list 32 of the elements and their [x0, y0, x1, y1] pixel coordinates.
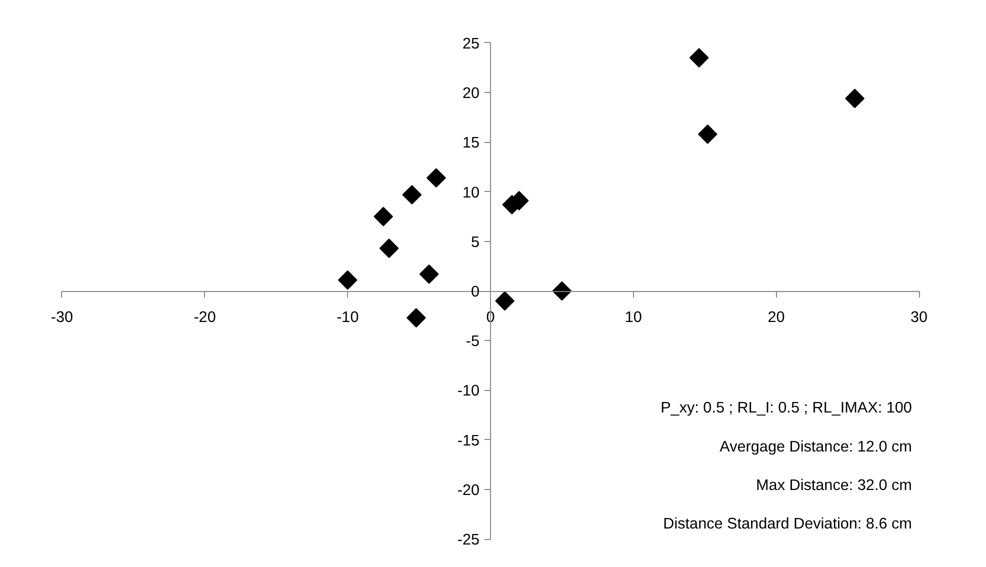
- annotation: Max Distance: 32.0 cm: [756, 477, 912, 494]
- point: [495, 291, 514, 311]
- y-tick-label: -10: [457, 382, 480, 400]
- point: [689, 48, 709, 68]
- annotation: P_xy: 0.5 ; RL_I: 0.5 ; RL_IMAX: 100: [660, 400, 912, 417]
- x-tick-label: -20: [194, 309, 216, 326]
- point: [402, 185, 422, 204]
- point: [845, 88, 864, 108]
- x-tick-label: 20: [768, 309, 785, 326]
- y-tick-label: 10: [462, 184, 480, 202]
- y-tick-label: -25: [457, 532, 480, 549]
- point: [698, 124, 718, 144]
- point: [374, 206, 394, 226]
- x-tick-label: 30: [910, 309, 928, 326]
- y-tick-label: 5: [470, 234, 480, 251]
- point: [379, 238, 399, 258]
- point: [419, 264, 439, 284]
- x-tick-label: -30: [50, 309, 74, 326]
- annotation: Distance Standard Deviation: 8.6 cm: [663, 516, 912, 533]
- y-tick-label: 0: [470, 284, 480, 300]
- y-tick-label: 25: [462, 35, 480, 52]
- point: [426, 168, 446, 188]
- y-tick-label: -20: [457, 482, 480, 499]
- x-tick-label: 10: [624, 309, 642, 326]
- y-tick-label: -5: [466, 333, 480, 350]
- y-tick-label: -15: [457, 432, 480, 450]
- y-tick-label: 20: [462, 85, 480, 102]
- point: [338, 270, 358, 290]
- annotation: Avergage Distance: 12.0 cm: [720, 438, 912, 456]
- x-tick-label: -10: [336, 309, 359, 326]
- y-tick-label: 15: [462, 134, 480, 152]
- point: [406, 308, 426, 328]
